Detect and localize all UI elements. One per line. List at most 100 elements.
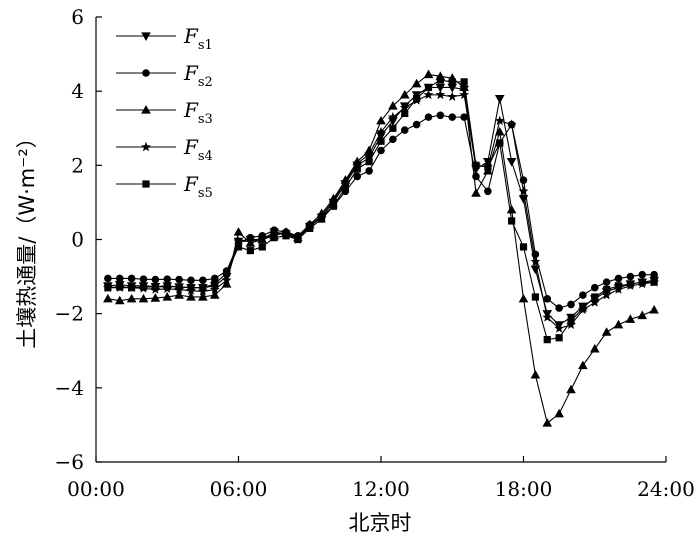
data-point-s4: [554, 323, 565, 333]
data-point-s5: [187, 284, 195, 292]
data-point-s5: [591, 293, 599, 301]
data-point-s5: [128, 284, 136, 292]
data-point-s5: [496, 139, 504, 147]
y-tick-label: 0: [71, 228, 84, 252]
legend-label-subscript: s1: [198, 38, 213, 53]
x-tick-label: 12:00: [352, 477, 410, 501]
data-point-s3: [637, 310, 648, 320]
data-point-s5: [223, 269, 231, 277]
data-point-s5: [614, 282, 623, 290]
data-point-s3: [625, 314, 636, 323]
data-point-s3: [198, 291, 208, 301]
legend-label: Fs1: [183, 24, 213, 53]
data-point-s2: [626, 272, 635, 281]
data-point-s2: [638, 270, 647, 279]
data-point-s2: [614, 274, 623, 283]
data-point-s2: [484, 187, 492, 196]
legend-item-s1: Fs1: [116, 24, 213, 53]
data-point-s2: [650, 270, 658, 279]
data-point-s3: [103, 293, 113, 303]
data-point-s3: [566, 384, 576, 394]
legend-label-subscript: s2: [198, 75, 213, 90]
data-point-s4: [518, 186, 529, 196]
axes: −6 −4 −2 0 2 4 6 00:00 06:00 12:00 18:00 24:00: [55, 5, 695, 501]
data-point-s5: [306, 224, 314, 232]
legend-label: Fs5: [183, 172, 213, 201]
data-point-s2: [389, 135, 397, 144]
data-point-s5: [389, 124, 397, 132]
legend-marker: [141, 105, 151, 114]
data-point-s5: [484, 163, 492, 171]
data-point-s5: [579, 304, 587, 312]
data-point-s3: [506, 204, 517, 214]
data-point-s3: [162, 291, 173, 301]
data-point-s4: [257, 234, 268, 244]
data-point-s4: [340, 176, 351, 187]
data-point-s2: [365, 167, 373, 175]
legend-item-s3: Fs3: [116, 98, 213, 127]
data-point-s2: [436, 111, 445, 120]
legend-item-s4: Fs4: [116, 135, 213, 164]
data-point-s2: [127, 274, 136, 283]
data-point-s2: [163, 275, 172, 283]
data-point-s2: [555, 304, 563, 312]
data-point-s1: [447, 83, 458, 93]
y-tick-label: 4: [71, 79, 84, 103]
data-point-s3: [138, 293, 149, 303]
legend-label: Fs2: [183, 61, 213, 90]
legend-item-s2: Fs2: [116, 61, 213, 90]
data-point-s5: [341, 183, 349, 192]
data-point-s4: [387, 111, 398, 122]
data-point-s5: [163, 282, 171, 291]
data-point-s5: [508, 217, 516, 225]
data-point-s2: [210, 274, 219, 283]
data-point-s3: [578, 360, 588, 370]
legend-label: Fs4: [183, 135, 213, 164]
data-point-s2: [460, 113, 468, 121]
data-point-s5: [519, 243, 528, 251]
data-point-s5: [329, 202, 338, 210]
y-tick-label: 6: [71, 5, 84, 29]
data-point-s5: [365, 158, 373, 166]
data-point-s3: [649, 304, 659, 314]
data-point-s3: [186, 291, 196, 301]
data-point-s3: [459, 82, 469, 92]
data-point-s3: [150, 293, 161, 302]
y-axis-title: 土壤热通量/（W·m⁻²）: [15, 127, 39, 348]
legend-item-s5: Fs5: [116, 172, 213, 201]
data-point-s4: [209, 284, 220, 294]
data-point-s5: [318, 215, 326, 223]
data-point-s4: [423, 89, 434, 100]
data-point-s2: [590, 283, 599, 292]
data-point-s4: [601, 289, 612, 300]
data-point-s4: [245, 236, 256, 246]
data-point-s3: [589, 343, 600, 353]
data-point-s3: [399, 89, 410, 99]
data-point-s5: [626, 280, 634, 288]
data-point-s3: [518, 293, 529, 303]
data-point-s3: [411, 78, 422, 88]
data-point-s3: [530, 369, 541, 379]
data-point-s3: [114, 295, 125, 305]
x-tick-label: 18:00: [495, 477, 553, 501]
data-point-s5: [353, 165, 361, 173]
y-tick-label: 2: [71, 153, 84, 177]
data-point-s5: [543, 336, 551, 344]
data-point-s2: [448, 113, 457, 121]
data-point-s2: [353, 172, 362, 181]
data-point-s4: [447, 91, 458, 101]
data-point-s5: [603, 285, 611, 294]
data-point-s2: [175, 275, 183, 284]
data-point-s5: [246, 247, 254, 255]
data-point-s4: [269, 228, 280, 239]
data-point-s5: [282, 232, 290, 240]
data-point-s2: [377, 146, 385, 155]
data-point-s2: [115, 274, 124, 283]
data-point-s4: [506, 119, 517, 129]
data-point-s5: [424, 83, 433, 92]
x-axis-title: 北京时: [349, 511, 412, 535]
data-point-s5: [294, 235, 302, 244]
data-point-s2: [151, 275, 160, 284]
legend-label: Fs3: [183, 98, 213, 127]
